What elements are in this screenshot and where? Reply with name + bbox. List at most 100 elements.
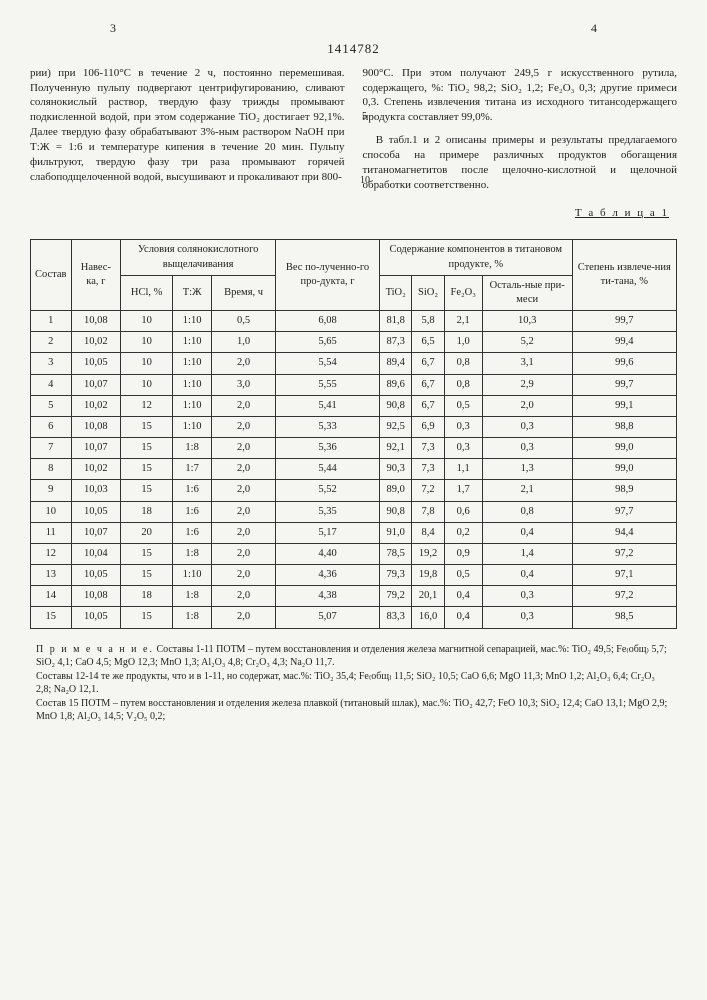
table-cell: 6,08 [276,311,380,332]
table-cell: 6,7 [412,395,444,416]
table-cell: 5,41 [276,395,380,416]
table-row: 810,02151:72,05,4490,37,31,11,399,0 [31,459,677,480]
th-fe2o3: Fe₂O₃ [444,275,482,310]
table-cell: 0,4 [444,607,482,628]
table-cell: 90,3 [379,459,411,480]
table-cell: 2,0 [212,501,276,522]
table-cell: 0,3 [444,438,482,459]
table-cell: 7,2 [412,480,444,501]
table-cell: 20,1 [412,586,444,607]
table-cell: 6,9 [412,416,444,437]
table-cell: 7,3 [412,459,444,480]
th-stepen: Степень извлече-ния ти-тана, % [572,240,676,311]
table-row: 210,02101:101,05,6587,36,51,05,299,4 [31,332,677,353]
table-cell: 13 [31,565,72,586]
table-cell: 5,52 [276,480,380,501]
table-cell: 19,2 [412,543,444,564]
table-cell: 2,0 [212,522,276,543]
th-tzh: Т:Ж [173,275,212,310]
table-cell: 99,6 [572,353,676,374]
table-cell: 89,6 [379,374,411,395]
table-title: Т а б л и ц а 1 [30,206,669,221]
table-cell: 10,08 [71,586,121,607]
table-cell: 2,0 [482,395,572,416]
table-cell: 1:6 [173,501,212,522]
table-cell: 90,8 [379,395,411,416]
table-cell: 10 [121,311,173,332]
table-cell: 0,8 [482,501,572,522]
table-cell: 0,8 [444,353,482,374]
table-cell: 8,4 [412,522,444,543]
table-cell: 87,3 [379,332,411,353]
table-cell: 1:10 [173,416,212,437]
table-row: 910,03151:62,05,5289,07,21,72,198,9 [31,480,677,501]
table-cell: 18 [121,586,173,607]
table-cell: 7,8 [412,501,444,522]
table-cell: 10,05 [71,353,121,374]
table-cell: 0,3 [482,438,572,459]
table-cell: 92,5 [379,416,411,437]
th-ostal: Осталь-ные при-меси [482,275,572,310]
table-cell: 8 [31,459,72,480]
table-cell: 79,3 [379,565,411,586]
table-row: 1210,04151:82,04,4078,519,20,91,497,2 [31,543,677,564]
table-cell: 3,1 [482,353,572,374]
table-cell: 6,7 [412,353,444,374]
table-cell: 6,5 [412,332,444,353]
table-cell: 5,35 [276,501,380,522]
table-row: 1410,08181:82,04,3879,220,10,40,397,2 [31,586,677,607]
table-cell: 10 [121,332,173,353]
table-cell: 10,02 [71,459,121,480]
table-cell: 2,0 [212,586,276,607]
table-cell: 1:10 [173,353,212,374]
table-cell: 98,5 [572,607,676,628]
table-cell: 0,3 [444,416,482,437]
table-cell: 2 [31,332,72,353]
table-cell: 4,38 [276,586,380,607]
table-cell: 10 [121,374,173,395]
table-cell: 10,02 [71,395,121,416]
th-naveska: Навес-ка, г [71,240,121,311]
table-cell: 89,4 [379,353,411,374]
table-cell: 2,0 [212,565,276,586]
th-tio2: TiO₂ [379,275,411,310]
table-cell: 97,2 [572,543,676,564]
table-cell: 1,4 [482,543,572,564]
table-cell: 2,9 [482,374,572,395]
table-cell: 89,0 [379,480,411,501]
table-cell: 92,1 [379,438,411,459]
table-cell: 1,7 [444,480,482,501]
table-cell: 12 [31,543,72,564]
table-cell: 1,3 [482,459,572,480]
table-cell: 5,54 [276,353,380,374]
table-cell: 99,0 [572,438,676,459]
table-cell: 10,03 [71,480,121,501]
notes-line-2: Составы 12-14 те же продукты, что и в 1-… [36,671,655,696]
table-cell: 10,08 [71,311,121,332]
col-right-p2: В табл.1 и 2 описаны примеры и результат… [363,133,678,192]
table-cell: 97,7 [572,501,676,522]
table-cell: 5,36 [276,438,380,459]
table-cell: 97,1 [572,565,676,586]
line-marker-5: 5 [362,110,367,124]
table-cell: 97,2 [572,586,676,607]
th-sostav: Состав [31,240,72,311]
table-cell: 99,7 [572,311,676,332]
table-row: 310,05101:102,05,5489,46,70,83,199,6 [31,353,677,374]
table-cell: 11 [31,522,72,543]
table-cell: 0,4 [482,565,572,586]
table-cell: 1,0 [212,332,276,353]
th-vremya: Время, ч [212,275,276,310]
table-body: 110,08101:100,56,0881,85,82,110,399,7210… [31,311,677,629]
col-right-p1: 900°С. При этом получают 249,5 г искусст… [363,66,678,125]
table-cell: 1:10 [173,311,212,332]
table-cell: 10,02 [71,332,121,353]
table-cell: 90,8 [379,501,411,522]
table-cell: 2,0 [212,607,276,628]
table-cell: 0,5 [444,565,482,586]
table-cell: 15 [121,565,173,586]
th-usloviya: Условия солянокислотного выщелачивания [121,240,276,275]
table-row: 1510,05151:82,05,0783,316,00,40,398,5 [31,607,677,628]
table-cell: 6 [31,416,72,437]
column-left: рии) при 106-110°С в течение 2 ч, постоя… [30,66,345,193]
